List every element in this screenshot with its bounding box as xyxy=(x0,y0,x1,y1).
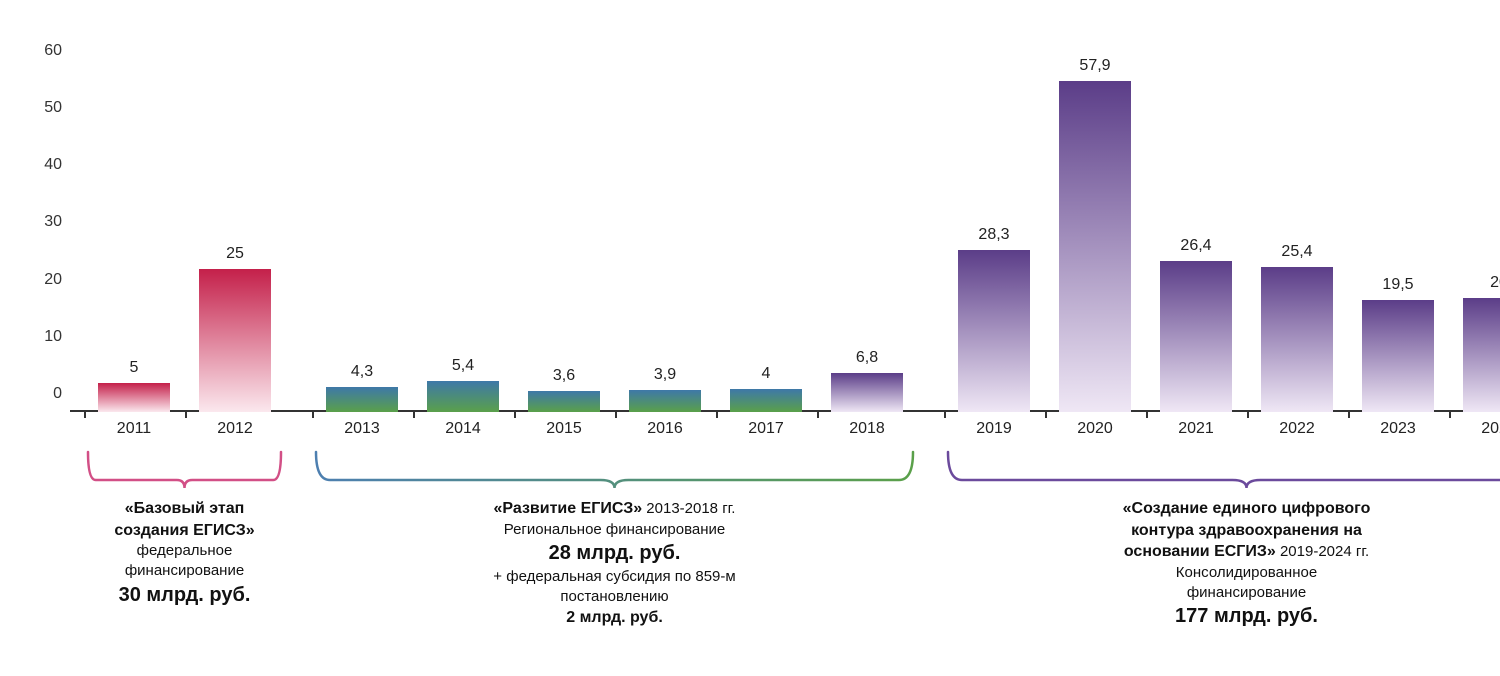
bar-value-label: 3,6 xyxy=(528,367,600,391)
bar-value-label: 25 xyxy=(199,245,271,269)
x-tick xyxy=(817,412,819,418)
bar-value-label: 5,4 xyxy=(427,357,499,381)
y-tick-label: 0 xyxy=(53,385,70,403)
bar-value-label: 19,5 xyxy=(1362,276,1434,300)
x-tick-label: 2021 xyxy=(1171,420,1221,438)
funding-bar-chart: 0 10 20 30 40 50 60 70 5 25 4,3 5,4 3,6 3,9 4 6,8 28,3 57… xyxy=(0,0,1500,676)
x-tick-label: 2019 xyxy=(969,420,1019,438)
y-tick-label: 50 xyxy=(44,99,70,117)
x-tick-label: 2023 xyxy=(1373,420,1423,438)
x-tick xyxy=(1045,412,1047,418)
bar-value-label: 20 xyxy=(1463,274,1500,298)
x-tick-label: 2024 xyxy=(1474,420,1500,438)
x-tick xyxy=(413,412,415,418)
x-tick xyxy=(185,412,187,418)
bar-2019: 28,3 xyxy=(958,250,1030,412)
bar-2017: 4 xyxy=(730,389,802,412)
x-tick-label: 2014 xyxy=(438,420,488,438)
x-tick-label: 2013 xyxy=(337,420,387,438)
bar-2018: 6,8 xyxy=(831,373,903,412)
bar-2023: 19,5 xyxy=(1362,300,1434,412)
bar-2014: 5,4 xyxy=(427,381,499,412)
x-tick xyxy=(716,412,718,418)
group-brace xyxy=(88,450,281,490)
bar-value-label: 26,4 xyxy=(1160,237,1232,261)
x-tick-label: 2011 xyxy=(109,420,159,438)
x-tick xyxy=(1247,412,1249,418)
x-tick-label: 2012 xyxy=(210,420,260,438)
group-brace xyxy=(316,450,913,490)
bar-value-label: 28,3 xyxy=(958,226,1030,250)
x-tick xyxy=(615,412,617,418)
group-caption: «Развитие ЕГИСЗ» 2013-2018 гг.Региональн… xyxy=(445,498,785,629)
bar-2011: 5 xyxy=(98,383,170,412)
y-tick-label: 20 xyxy=(44,271,70,289)
bar-2012: 25 xyxy=(199,269,271,412)
bar-2015: 3,6 xyxy=(528,391,600,412)
x-tick-label: 2017 xyxy=(741,420,791,438)
bar-2013: 4,3 xyxy=(326,387,398,412)
x-tick xyxy=(514,412,516,418)
x-tick xyxy=(1449,412,1451,418)
bar-value-label: 6,8 xyxy=(831,349,903,373)
y-tick-label: 60 xyxy=(44,42,70,60)
bar-2022: 25,4 xyxy=(1261,267,1333,412)
x-tick xyxy=(312,412,314,418)
x-tick-label: 2022 xyxy=(1272,420,1322,438)
y-tick-label: 10 xyxy=(44,328,70,346)
bar-2020: 57,9 xyxy=(1059,81,1131,412)
bar-value-label: 57,9 xyxy=(1059,57,1131,81)
bar-value-label: 3,9 xyxy=(629,366,701,390)
bar-2021: 26,4 xyxy=(1160,261,1232,412)
y-tick-label: 70 xyxy=(44,0,70,2)
group-caption: «Создание единого цифровогоконтура здрав… xyxy=(1077,498,1417,630)
x-tick-label: 2018 xyxy=(842,420,892,438)
bar-value-label: 5 xyxy=(98,359,170,383)
x-tick xyxy=(1348,412,1350,418)
bar-value-label: 4 xyxy=(730,365,802,389)
y-tick-label: 30 xyxy=(44,213,70,231)
bar-2016: 3,9 xyxy=(629,390,701,412)
x-tick xyxy=(944,412,946,418)
bar-2024: 20 xyxy=(1463,298,1500,412)
bar-value-label: 25,4 xyxy=(1261,243,1333,267)
bar-value-label: 4,3 xyxy=(326,363,398,387)
x-tick xyxy=(1146,412,1148,418)
x-tick-label: 2016 xyxy=(640,420,690,438)
y-tick-label: 40 xyxy=(44,156,70,174)
group-brace xyxy=(948,450,1500,490)
x-tick-label: 2020 xyxy=(1070,420,1120,438)
x-tick xyxy=(84,412,86,418)
group-caption: «Базовый этапсоздания ЕГИСЗ»федеральноеф… xyxy=(70,498,300,609)
plot-area: 0102030405060705254,35,43,63,946,828,357… xyxy=(70,0,1480,412)
x-tick-label: 2015 xyxy=(539,420,589,438)
